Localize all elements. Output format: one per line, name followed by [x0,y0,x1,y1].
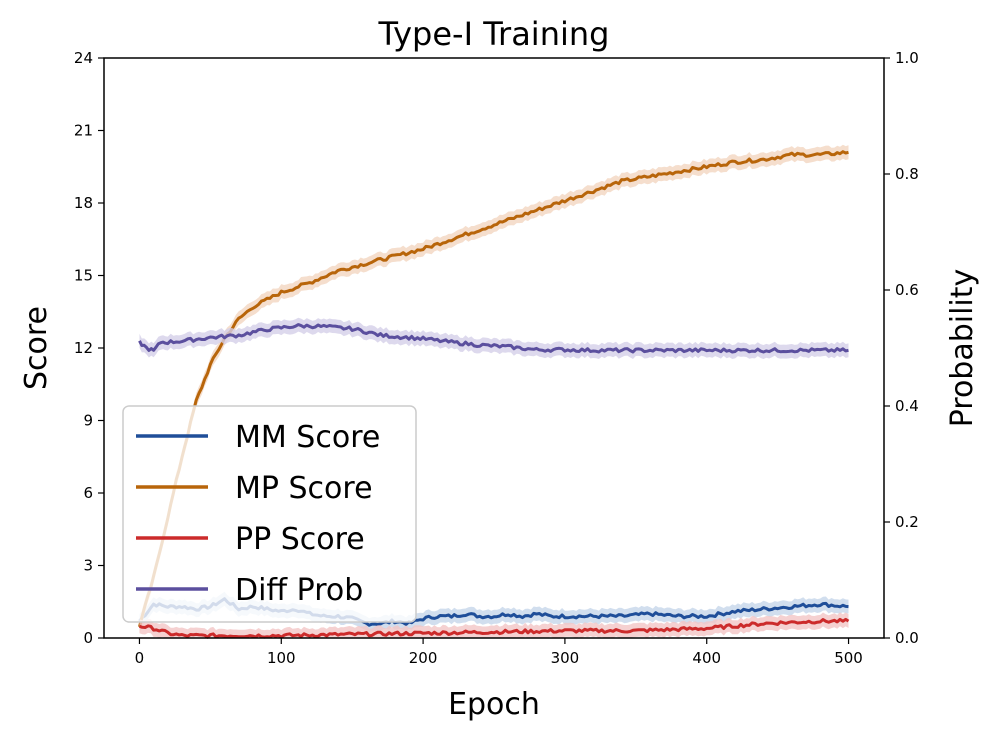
chart-title: Type-I Training [378,15,610,53]
y-axis-right: 0.0 0.2 0.4 0.6 0.8 1.0 [884,49,919,647]
series-line-mp-score [138,150,849,628]
legend-box [122,405,417,623]
x-tick-label: 200 [409,649,438,667]
y2-tick-label: 0.0 [895,629,919,647]
series-line-diff-prob [138,323,849,354]
y-tick-label: 24 [74,49,93,67]
y-tick-label: 15 [74,267,93,285]
x-tick-label: 300 [551,649,580,667]
y-axis-label: Score [19,306,54,390]
y-tick-label: 21 [74,122,93,140]
series-band-2 [139,612,849,638]
y-tick-label: 12 [74,339,93,357]
y-axis-left: 0 3 6 9 12 15 18 21 24 [74,49,104,647]
y2-tick-label: 0.4 [895,397,919,415]
y-tick-label: 6 [83,484,93,502]
y-tick-label: 0 [83,629,93,647]
legend-label: PP Score [235,522,365,557]
legend: MM Score MP Score PP Score Diff Prob [122,405,417,623]
x-tick-label: 400 [692,649,721,667]
legend-label: MM Score [235,420,380,455]
y2-tick-label: 0.6 [895,281,919,299]
x-tick-label: 500 [834,649,863,667]
plot-area [138,144,850,639]
series-line-pp-score [138,617,850,639]
x-axis-label: Epoch [448,687,540,722]
y-tick-label: 18 [74,194,93,212]
x-tick-label: 0 [135,649,145,667]
y-tick-label: 9 [83,412,93,430]
legend-label: MP Score [235,471,373,506]
x-tick-label: 100 [267,649,296,667]
y2-tick-label: 0.2 [895,513,919,531]
y-tick-label: 3 [83,557,93,575]
y2-axis-label: Probability [945,269,980,428]
legend-label: Diff Prob [235,573,363,608]
x-axis: 0 100 200 300 400 500 [135,638,863,667]
y2-tick-label: 1.0 [895,49,919,67]
y2-tick-label: 0.8 [895,165,919,183]
